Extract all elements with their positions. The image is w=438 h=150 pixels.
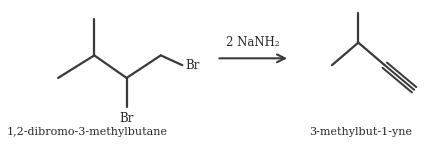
Text: 1,2-dibromo-3-methylbutane: 1,2-dibromo-3-methylbutane (6, 127, 167, 137)
Text: Br: Br (119, 112, 134, 125)
Text: 3-methylbut-1-yne: 3-methylbut-1-yne (309, 127, 412, 137)
Text: Br: Br (185, 59, 199, 72)
Text: 2 NaNH₂: 2 NaNH₂ (226, 36, 279, 48)
